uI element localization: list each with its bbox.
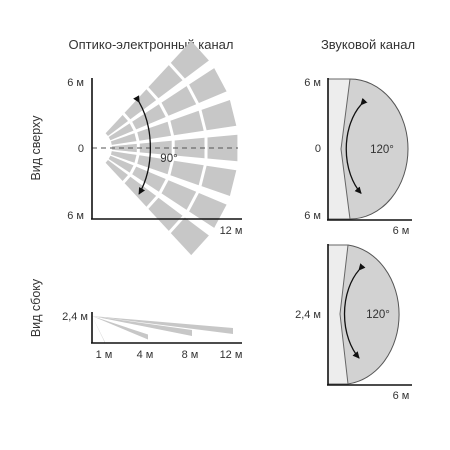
optical-top-beam-segment — [174, 137, 205, 159]
optical-top-y-top-label: 6 м — [67, 77, 84, 89]
sound-side-view: 2,4 м 6 м 120° — [295, 244, 412, 402]
optical-side-beam — [92, 316, 192, 336]
optical-top-beam-segment — [148, 65, 183, 99]
sound-top-y-top-label: 6 м — [304, 77, 321, 89]
optical-top-y-bottom-label: 6 м — [67, 210, 84, 222]
optical-top-beam-segment — [189, 193, 227, 228]
sound-top-y-mid-label: 0 — [315, 143, 321, 155]
optical-side-beam — [92, 316, 148, 340]
optical-side-x-tick-8m: 8 м — [182, 349, 199, 361]
optical-top-beams — [105, 40, 238, 256]
sound-top-angle-arc — [345, 97, 368, 195]
optical-top-beam-segment — [110, 133, 137, 145]
optical-top-beam-segment — [170, 40, 209, 79]
optical-side-height-label: 2,4 м — [62, 311, 88, 323]
optical-side-x-tick-12m: 12 м — [220, 349, 243, 361]
optical-top-beam-segment — [170, 160, 204, 186]
sound-top-lobe — [327, 78, 409, 220]
optical-top-x-end-label: 12 м — [220, 225, 243, 237]
optical-top-beam-segment — [161, 180, 197, 210]
sound-side-x-end-label: 6 м — [393, 390, 410, 402]
optical-top-beam-segment — [105, 115, 128, 136]
optical-top-beam-segment — [148, 197, 183, 231]
optical-side-x-tick-1m: 1 м — [96, 349, 113, 361]
sound-top-x-end-label: 6 м — [393, 225, 410, 237]
optical-top-beam-segment — [105, 160, 128, 181]
optical-top-angle-arc — [133, 95, 151, 195]
sound-top-view: 6 м 0 6 м 6 м 120° — [304, 77, 412, 237]
top-view-label: Вид сверху — [29, 115, 43, 181]
optical-top-beam-segment — [170, 110, 204, 136]
optical-top-view: 6 м 0 6 м 12 м 90° — [67, 40, 243, 256]
sound-side-angle-label: 120° — [366, 309, 390, 321]
optical-top-beam-segment — [111, 143, 137, 153]
optical-top-beam-segment — [108, 123, 134, 141]
optical-top-beam-segment — [170, 217, 209, 256]
optical-side-view: 2,4 м 1 м 4 м 8 м 12 м — [62, 311, 242, 361]
optical-top-beam-segment — [137, 155, 172, 175]
optical-top-beam-segment — [108, 155, 134, 173]
optical-side-beams — [92, 316, 233, 343]
optical-top-beam-segment — [110, 151, 137, 163]
optical-top-beam-segment — [189, 68, 227, 103]
optical-top-angle-label: 90° — [160, 153, 177, 165]
optical-top-beam-segment — [161, 86, 197, 116]
optical-top-beam-segment — [201, 100, 237, 131]
optical-side-beam — [92, 316, 233, 334]
optical-side-beam — [92, 316, 105, 343]
side-view-label: Вид сбоку — [29, 278, 43, 337]
optical-top-y-mid-label: 0 — [78, 143, 84, 155]
optical-top-beam-segment — [137, 121, 172, 141]
optical-top-beam-segment — [201, 165, 237, 196]
optical-side-x-tick-4m: 4 м — [137, 349, 154, 361]
sound-side-angle-arc — [343, 263, 366, 359]
sound-top-y-bottom-label: 6 м — [304, 210, 321, 222]
sound-side-height-label: 2,4 м — [295, 309, 321, 321]
sound-top-angle-label: 120° — [370, 144, 394, 156]
sound-channel-header: Звуковой канал — [321, 37, 415, 52]
optical-channel-header: Оптико-электронный канал — [69, 37, 234, 52]
